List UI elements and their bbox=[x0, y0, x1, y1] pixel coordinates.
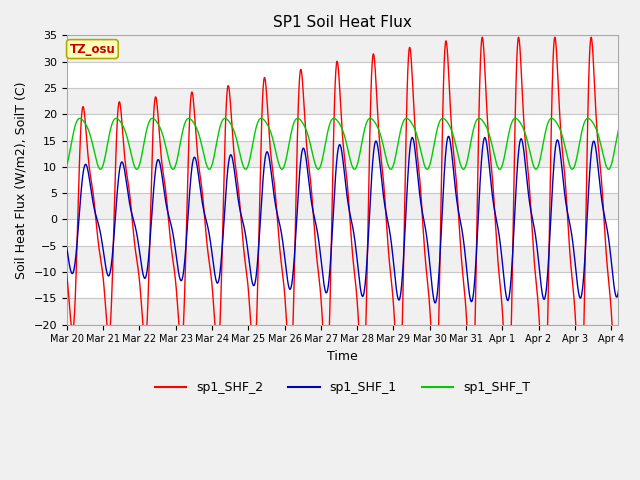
sp1_SHF_T bbox=[318, 158, 326, 164]
sp1_SHF_T bbox=[242, 167, 250, 172]
sp1_SHF_1 bbox=[614, 288, 622, 294]
sp1_SHF_1 bbox=[205, 228, 212, 234]
sp1_SHF_2 bbox=[541, 399, 548, 405]
sp1_SHF_2 bbox=[63, 272, 70, 277]
sp1_SHF_2 bbox=[205, 255, 212, 261]
Title: SP1 Soil Heat Flux: SP1 Soil Heat Flux bbox=[273, 15, 412, 30]
sp1_SHF_2 bbox=[479, 35, 486, 40]
Bar bbox=[67, 88, 618, 114]
Legend: sp1_SHF_2, sp1_SHF_1, sp1_SHF_T: sp1_SHF_2, sp1_SHF_1, sp1_SHF_T bbox=[150, 376, 535, 399]
sp1_SHF_1 bbox=[374, 146, 382, 152]
sp1_SHF_2 bbox=[614, 382, 622, 388]
Bar bbox=[67, 167, 618, 193]
sp1_SHF_1 bbox=[604, 231, 612, 237]
sp1_SHF_1 bbox=[445, 133, 452, 139]
Bar bbox=[67, 36, 618, 61]
sp1_SHF_T bbox=[63, 162, 70, 168]
Bar bbox=[67, 272, 618, 298]
sp1_SHF_2 bbox=[604, 270, 612, 276]
sp1_SHF_T bbox=[112, 116, 120, 121]
Bar bbox=[67, 219, 618, 246]
X-axis label: Time: Time bbox=[327, 350, 358, 363]
sp1_SHF_2 bbox=[317, 300, 325, 305]
Line: sp1_SHF_T: sp1_SHF_T bbox=[67, 119, 618, 169]
sp1_SHF_T bbox=[375, 127, 383, 133]
sp1_SHF_2 bbox=[520, 117, 527, 123]
Bar bbox=[67, 298, 618, 324]
Line: sp1_SHF_2: sp1_SHF_2 bbox=[67, 37, 618, 402]
sp1_SHF_T bbox=[614, 127, 622, 133]
Bar bbox=[67, 246, 618, 272]
Bar bbox=[67, 114, 618, 141]
sp1_SHF_1 bbox=[431, 300, 439, 306]
sp1_SHF_T bbox=[520, 127, 528, 133]
sp1_SHF_2 bbox=[82, 126, 90, 132]
sp1_SHF_1 bbox=[317, 259, 325, 265]
sp1_SHF_1 bbox=[63, 245, 70, 251]
sp1_SHF_T bbox=[604, 166, 612, 172]
sp1_SHF_T bbox=[82, 121, 90, 127]
sp1_SHF_1 bbox=[520, 150, 528, 156]
Y-axis label: Soil Heat Flux (W/m2), SoilT (C): Soil Heat Flux (W/m2), SoilT (C) bbox=[15, 81, 28, 279]
Line: sp1_SHF_1: sp1_SHF_1 bbox=[67, 136, 618, 303]
Bar bbox=[67, 193, 618, 219]
Text: TZ_osu: TZ_osu bbox=[70, 43, 115, 56]
sp1_SHF_T bbox=[205, 167, 213, 172]
Bar bbox=[67, 141, 618, 167]
sp1_SHF_1 bbox=[82, 162, 90, 168]
sp1_SHF_2 bbox=[374, 120, 382, 125]
Bar bbox=[67, 61, 618, 88]
